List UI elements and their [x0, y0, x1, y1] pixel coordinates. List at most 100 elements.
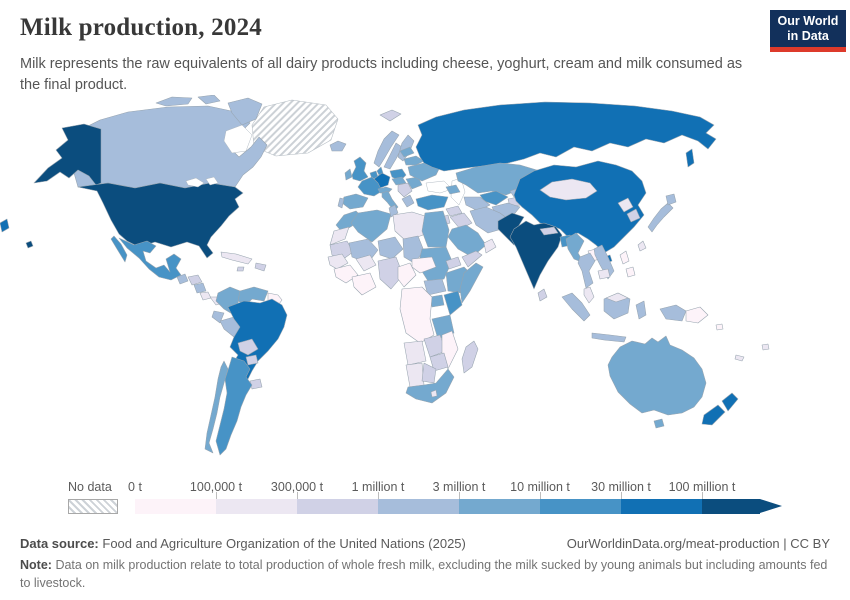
- country-chad[interactable]: [402, 235, 425, 264]
- country-mongolia[interactable]: [539, 178, 598, 201]
- country-usa[interactable]: [77, 182, 244, 259]
- country-honduras[interactable]: [187, 274, 203, 286]
- country-papua-new-guinea[interactable]: [685, 306, 709, 324]
- country-portugal[interactable]: [337, 197, 345, 209]
- country-ivory-ghana[interactable]: [351, 272, 377, 296]
- country-burkina[interactable]: [355, 254, 377, 272]
- country-indonesia-west-papua[interactable]: [659, 304, 687, 322]
- country-angola[interactable]: [403, 340, 427, 366]
- country-nigeria[interactable]: [377, 256, 404, 290]
- legend-swatch-1[interactable]: [135, 499, 216, 514]
- country-jamaica[interactable]: [236, 266, 245, 272]
- country-cambodia[interactable]: [597, 268, 611, 280]
- country-egypt[interactable]: [421, 210, 450, 248]
- legend-swatch-2[interactable]: [216, 499, 297, 514]
- country-new-zealand-south[interactable]: [701, 404, 726, 426]
- country-ireland[interactable]: [344, 168, 353, 181]
- country-zimbabwe[interactable]: [429, 352, 449, 372]
- legend-swatch-4[interactable]: [378, 499, 459, 514]
- legend-swatch-5[interactable]: [459, 499, 540, 514]
- country-new-caledonia[interactable]: [734, 354, 745, 362]
- country-saudi-arabia[interactable]: [447, 224, 487, 258]
- country-india[interactable]: [509, 220, 563, 290]
- country-spain[interactable]: [341, 193, 369, 210]
- country-taiwan[interactable]: [637, 240, 647, 252]
- country-japan[interactable]: [647, 202, 674, 233]
- country-oman[interactable]: [483, 238, 497, 254]
- country-libya[interactable]: [392, 211, 426, 242]
- country-car[interactable]: [411, 256, 437, 274]
- legend-color-bar[interactable]: [135, 499, 782, 514]
- country-guatemala[interactable]: [176, 273, 189, 285]
- country-thailand[interactable]: [577, 252, 596, 289]
- country-bolivia[interactable]: [237, 338, 259, 356]
- country-canada-arctic-3[interactable]: [197, 94, 221, 105]
- country-caucasus[interactable]: [445, 184, 461, 195]
- legend-swatch-3[interactable]: [297, 499, 378, 514]
- country-solomon[interactable]: [715, 323, 724, 331]
- country-philippines-mindanao[interactable]: [625, 266, 636, 278]
- country-turkey[interactable]: [415, 194, 449, 211]
- country-canada-arctic-2[interactable]: [227, 97, 263, 126]
- country-tunisia[interactable]: [388, 204, 399, 218]
- country-uk[interactable]: [351, 156, 369, 182]
- country-nicaragua[interactable]: [193, 282, 207, 294]
- country-france[interactable]: [357, 176, 383, 197]
- country-paraguay[interactable]: [245, 354, 259, 366]
- country-new-zealand-north[interactable]: [721, 392, 739, 412]
- country-usa-hawaii[interactable]: [25, 240, 34, 249]
- country-uruguay[interactable]: [249, 378, 263, 390]
- country-philippines-luzon[interactable]: [619, 250, 630, 265]
- country-ecuador[interactable]: [211, 310, 225, 324]
- country-indonesia-java[interactable]: [591, 332, 627, 343]
- country-hispaniola[interactable]: [254, 262, 267, 272]
- legend-swatch-7[interactable]: [621, 499, 702, 514]
- country-malaysia-borneo[interactable]: [605, 292, 629, 303]
- owid-logo[interactable]: Our World in Data: [770, 10, 846, 52]
- legend-swatch-6[interactable]: [540, 499, 621, 514]
- country-romania[interactable]: [405, 176, 423, 190]
- country-yemen[interactable]: [461, 250, 483, 268]
- country-madagascar[interactable]: [461, 340, 479, 374]
- country-south-korea[interactable]: [626, 208, 641, 223]
- country-syria[interactable]: [445, 205, 463, 217]
- country-western-sahara[interactable]: [329, 226, 350, 246]
- country-cuba[interactable]: [220, 251, 253, 265]
- country-baltics[interactable]: [399, 146, 415, 158]
- country-russia-chukotka[interactable]: [0, 218, 10, 233]
- country-japan-hokkaido[interactable]: [665, 193, 677, 206]
- country-chile[interactable]: [204, 360, 229, 454]
- country-kenya[interactable]: [443, 290, 463, 316]
- country-hungary-balkans[interactable]: [397, 182, 413, 198]
- legend-no-data-swatch[interactable]: [68, 499, 118, 514]
- country-vietnam[interactable]: [593, 244, 615, 280]
- country-drc[interactable]: [399, 286, 435, 344]
- country-cameroon[interactable]: [397, 262, 417, 288]
- country-usa-alaska[interactable]: [33, 123, 102, 186]
- country-mexico[interactable]: [118, 237, 182, 281]
- country-eritrea[interactable]: [445, 256, 462, 270]
- country-australia[interactable]: [607, 335, 707, 416]
- country-australia-tasmania[interactable]: [653, 418, 665, 429]
- country-north-korea[interactable]: [617, 197, 634, 213]
- country-greenland[interactable]: [251, 99, 339, 157]
- country-lesotho[interactable]: [430, 389, 438, 398]
- country-svalbard[interactable]: [379, 109, 402, 122]
- country-argentina[interactable]: [215, 356, 253, 456]
- country-finland[interactable]: [397, 134, 415, 162]
- country-canada-arctic-1[interactable]: [155, 96, 193, 107]
- legend-swatch-8[interactable]: [702, 499, 760, 514]
- country-malay-peninsula[interactable]: [583, 286, 595, 304]
- country-denmark[interactable]: [376, 166, 384, 176]
- country-belarus[interactable]: [403, 155, 425, 166]
- country-russia[interactable]: [415, 101, 717, 172]
- country-czechia-slovakia[interactable]: [391, 176, 407, 186]
- country-iraq[interactable]: [449, 212, 473, 230]
- country-south-africa[interactable]: [405, 368, 455, 404]
- country-guinea[interactable]: [333, 264, 359, 284]
- country-russia-sakhalin[interactable]: [685, 148, 695, 168]
- country-niger[interactable]: [377, 236, 404, 260]
- country-namibia[interactable]: [405, 362, 425, 388]
- country-costa-rica[interactable]: [199, 291, 212, 301]
- country-norway[interactable]: [373, 130, 400, 168]
